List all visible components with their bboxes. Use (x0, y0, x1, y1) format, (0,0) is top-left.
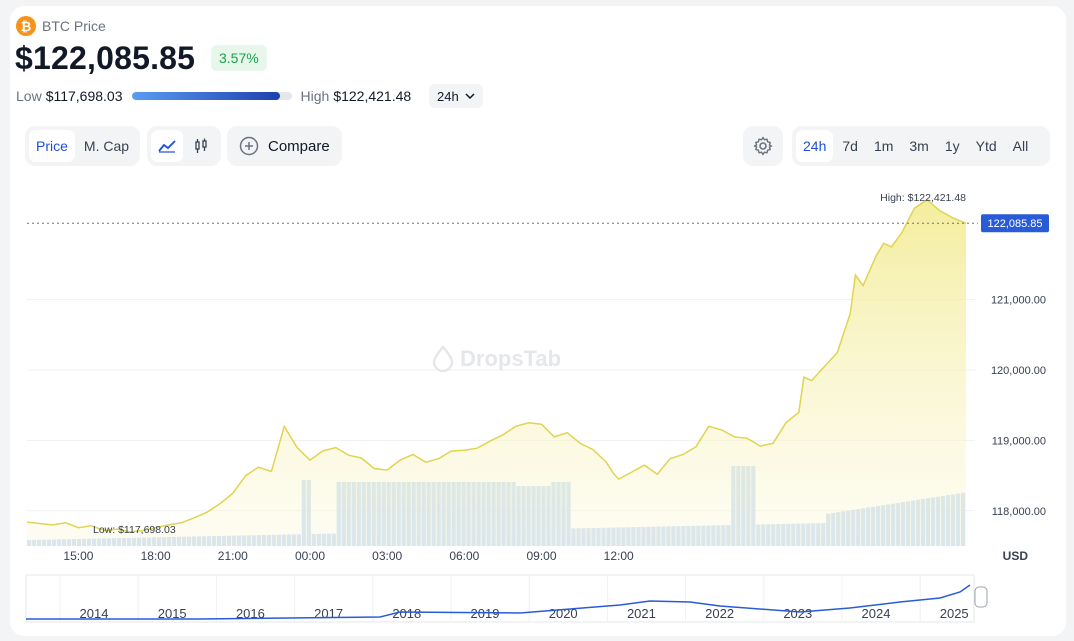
dropstab-watermark: DropsTab (432, 346, 561, 372)
tab-ytd[interactable]: Ytd (975, 138, 997, 154)
x-tick-label: 09:00 (527, 549, 557, 563)
currency-label: USD (1003, 549, 1029, 563)
history-year-label: 2025 (940, 606, 969, 621)
x-tick-label: 06:00 (449, 549, 479, 563)
day-range: Low $117,698.03 High $122,421.48 (16, 86, 411, 106)
range-period-value: 24h (437, 88, 459, 104)
history-year-label: 2015 (158, 606, 187, 621)
metric-tabs: Price M. Cap (25, 126, 141, 166)
price-area (27, 199, 966, 546)
y-tick-label: 120,000.00 (991, 365, 1046, 377)
low-label: Low (16, 88, 42, 104)
coin-title-row: ₿ BTC Price (16, 16, 106, 36)
gear-icon (753, 136, 773, 156)
tab-1m[interactable]: 1m (873, 138, 894, 154)
navigator-handle[interactable] (974, 586, 988, 608)
chart-type-toggle (147, 126, 221, 166)
price-change-badge: 3.57% (211, 45, 267, 71)
x-tick-label: 12:00 (604, 549, 634, 563)
compare-label: Compare (268, 137, 330, 155)
current-price-badge (981, 214, 1049, 233)
candlestick-icon (195, 138, 207, 153)
x-tick-label: 21:00 (218, 549, 248, 563)
range-bar (131, 92, 292, 100)
bitcoin-icon: ₿ (16, 16, 36, 36)
period-tabs: 24h 7d 1m 3m 1y Ytd All (792, 126, 1050, 166)
x-tick-label: 03:00 (372, 549, 402, 563)
x-tick-label: 00:00 (295, 549, 325, 563)
y-tick-label: 118,000.00 (992, 506, 1046, 518)
price-line (26, 198, 967, 533)
history-year-label: 2024 (862, 606, 891, 621)
current-price: $122,085.85 (15, 40, 196, 76)
high-annotation: High: $122,421.48 (880, 192, 966, 204)
tab-market-cap[interactable]: M. Cap (83, 138, 130, 154)
low-annotation: Low: $117,698.03 (93, 524, 176, 536)
x-tick-label: 15:00 (63, 549, 93, 563)
history-year-label: 2023 (783, 606, 812, 621)
tab-price[interactable]: Price (29, 130, 75, 162)
high-label: High (300, 88, 330, 104)
candlestick-button[interactable] (185, 130, 217, 162)
history-navigator[interactable] (25, 574, 975, 623)
high-value: $122,421.48 (333, 88, 412, 104)
range-bar-fill (131, 92, 281, 100)
settings-button[interactable] (743, 126, 783, 166)
tab-all[interactable]: All (1012, 138, 1029, 154)
history-line (26, 584, 971, 620)
low-value: $117,698.03 (45, 88, 123, 104)
tab-1y[interactable]: 1y (944, 138, 960, 154)
plus-circle-icon (239, 136, 259, 156)
history-year-label: 2016 (236, 606, 265, 621)
y-tick-label: 121,000.00 (991, 295, 1046, 307)
x-tick-label: 18:00 (141, 549, 171, 563)
tab-7d[interactable]: 7d (842, 138, 858, 154)
line-chart-icon (158, 140, 176, 153)
history-year-label: 2019 (471, 606, 500, 621)
history-year-label: 2018 (392, 606, 421, 621)
drop-logo-icon (432, 346, 454, 372)
history-year-label: 2022 (705, 606, 734, 621)
tab-3m[interactable]: 3m (909, 138, 929, 154)
history-year-label: 2014 (80, 606, 109, 621)
y-tick-label: 119,000.00 (992, 435, 1046, 447)
line-chart-button[interactable] (151, 130, 183, 162)
range-period-select[interactable]: 24h (429, 84, 483, 108)
chevron-down-icon (465, 93, 475, 99)
coin-title: BTC Price (42, 18, 106, 34)
current-price-label: 122,085.85 (987, 218, 1042, 230)
tab-24h[interactable]: 24h (796, 130, 834, 162)
compare-button[interactable]: Compare (227, 126, 342, 166)
history-year-label: 2017 (314, 606, 343, 621)
history-year-label: 2021 (627, 606, 656, 621)
